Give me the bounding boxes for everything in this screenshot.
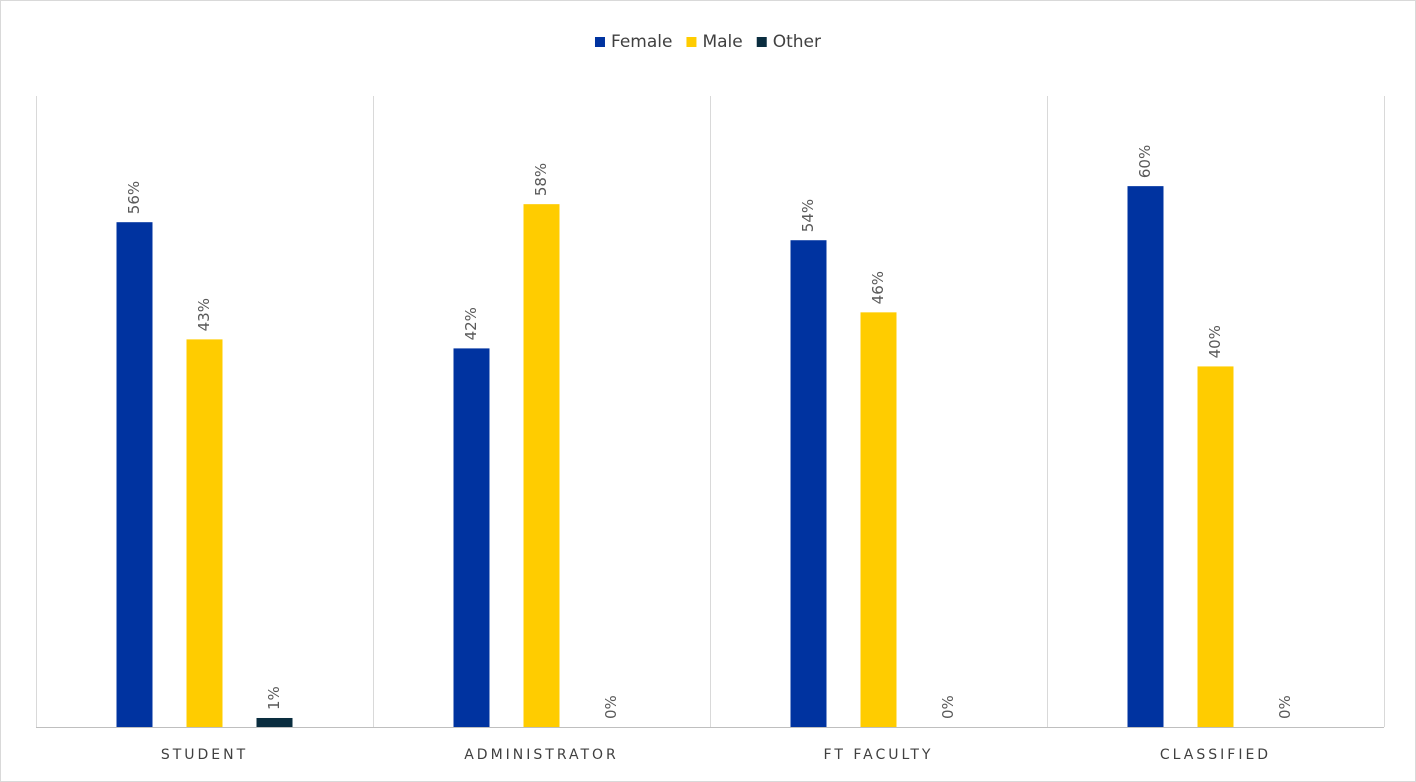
data-label: 0% bbox=[602, 695, 620, 719]
legend-swatch bbox=[686, 37, 697, 47]
data-label: 0% bbox=[939, 695, 957, 719]
bar bbox=[256, 717, 293, 727]
data-label: 43% bbox=[195, 298, 213, 331]
x-tick-label: ADMINISTRATOR bbox=[464, 747, 619, 763]
data-label: 42% bbox=[462, 307, 480, 340]
legend-label: Female bbox=[611, 32, 672, 52]
legend-swatch bbox=[594, 37, 605, 47]
data-label: 40% bbox=[1206, 325, 1224, 358]
bar bbox=[790, 240, 827, 727]
bar bbox=[186, 339, 223, 727]
bar bbox=[453, 348, 490, 727]
bar bbox=[1127, 186, 1164, 728]
data-label: 56% bbox=[125, 181, 143, 214]
legend-swatch bbox=[756, 37, 767, 47]
bar bbox=[860, 312, 897, 727]
bar bbox=[523, 204, 560, 727]
bar bbox=[1197, 366, 1234, 727]
x-tick-label: CLASSIFIED bbox=[1160, 747, 1271, 763]
data-label: 1% bbox=[265, 686, 283, 710]
x-tick-label: STUDENT bbox=[161, 747, 248, 763]
data-label: 46% bbox=[869, 271, 887, 304]
data-label: 60% bbox=[1136, 145, 1154, 178]
data-label: 54% bbox=[799, 199, 817, 232]
data-label: 58% bbox=[532, 163, 550, 196]
x-tick-label: FT FACULTY bbox=[824, 747, 934, 763]
data-label: 0% bbox=[1276, 695, 1294, 719]
legend-label: Male bbox=[702, 32, 742, 52]
bar bbox=[116, 222, 153, 727]
legend-label: Other bbox=[773, 32, 821, 52]
